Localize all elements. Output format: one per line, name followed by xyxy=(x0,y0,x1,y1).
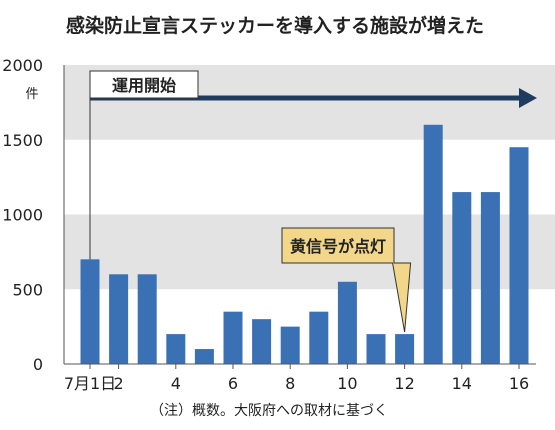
y-tick-label: 1500 xyxy=(2,131,43,150)
bar xyxy=(109,274,129,364)
x-tick-label: 14 xyxy=(452,374,472,393)
chart-note: （注）概数。大阪府への取材に基づく xyxy=(150,402,388,419)
bar xyxy=(423,124,443,364)
bar xyxy=(509,147,529,364)
timeline-arrow-head xyxy=(519,88,537,108)
x-tick-label: 12 xyxy=(394,374,414,393)
bar xyxy=(252,319,272,364)
bar xyxy=(366,334,386,364)
callout-label: 黄信号が点灯 xyxy=(290,237,386,256)
start-label: 運用開始 xyxy=(112,76,176,95)
bar xyxy=(309,311,329,364)
x-axis xyxy=(63,65,536,365)
x-tick-label: 7月1日 xyxy=(64,374,116,393)
y-axis-ticks: 0 500 1000 1500 2000 xyxy=(2,56,43,374)
x-tick-label: 2 xyxy=(114,374,124,393)
x-tick-label: 8 xyxy=(285,374,295,393)
y-tick-label: 0 xyxy=(33,355,43,374)
bar xyxy=(223,311,243,364)
x-tick-label: 6 xyxy=(228,374,238,393)
bar xyxy=(80,259,100,364)
y-tick-label: 500 xyxy=(12,280,43,299)
y-tick-label: 2000 xyxy=(2,56,43,75)
x-tick-label: 4 xyxy=(171,374,181,393)
callout-box xyxy=(281,227,412,333)
bar xyxy=(137,274,157,364)
bar xyxy=(395,334,415,364)
bar xyxy=(452,192,472,364)
x-tick-label: 16 xyxy=(509,374,529,393)
bar xyxy=(166,334,186,364)
bars-series xyxy=(80,124,529,364)
x-tick-label: 10 xyxy=(337,374,357,393)
bar xyxy=(194,349,214,364)
bar xyxy=(280,326,300,364)
bar xyxy=(480,192,500,364)
y-axis-unit-label: 件 xyxy=(25,87,38,102)
y-tick-label: 1000 xyxy=(2,206,43,225)
bar xyxy=(337,281,357,364)
chart-title: 感染防止宣言ステッカーを導入する施設が増えた xyxy=(66,14,484,37)
start-label-box xyxy=(89,70,199,99)
